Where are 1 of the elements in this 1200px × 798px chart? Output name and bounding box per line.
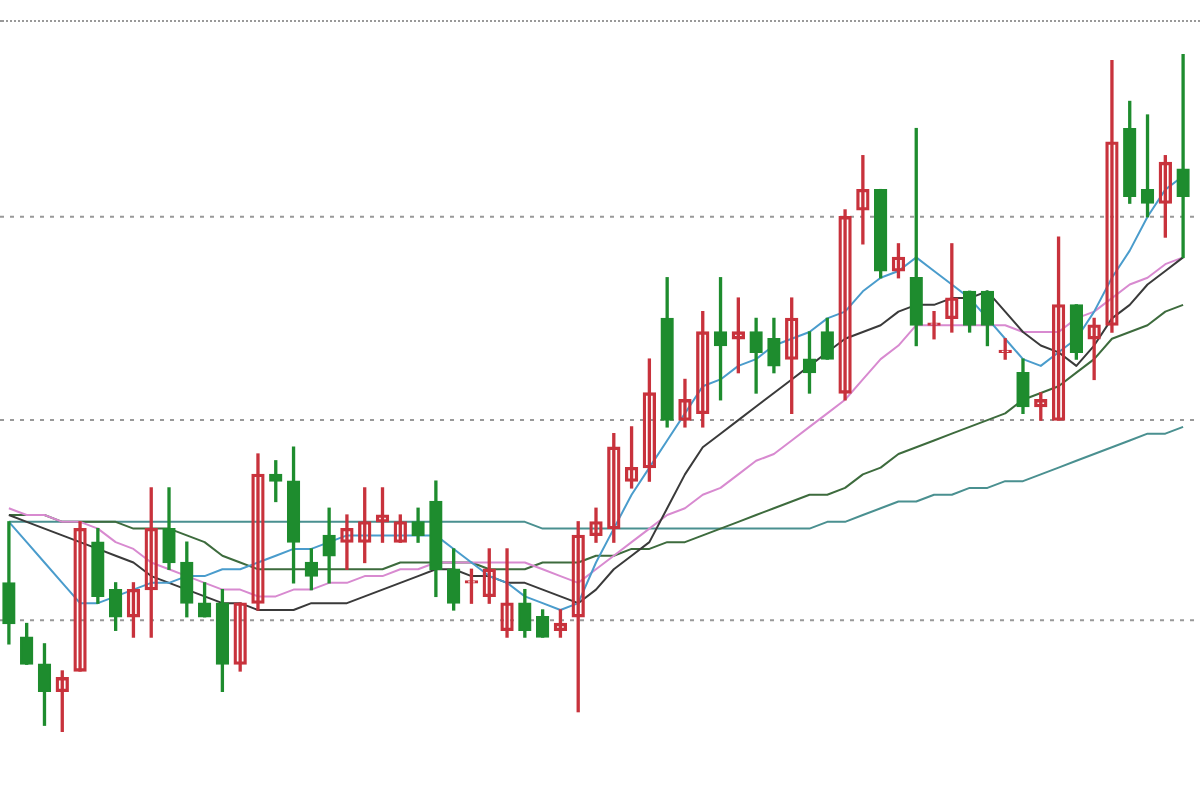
candlestick: [1176, 54, 1190, 259]
